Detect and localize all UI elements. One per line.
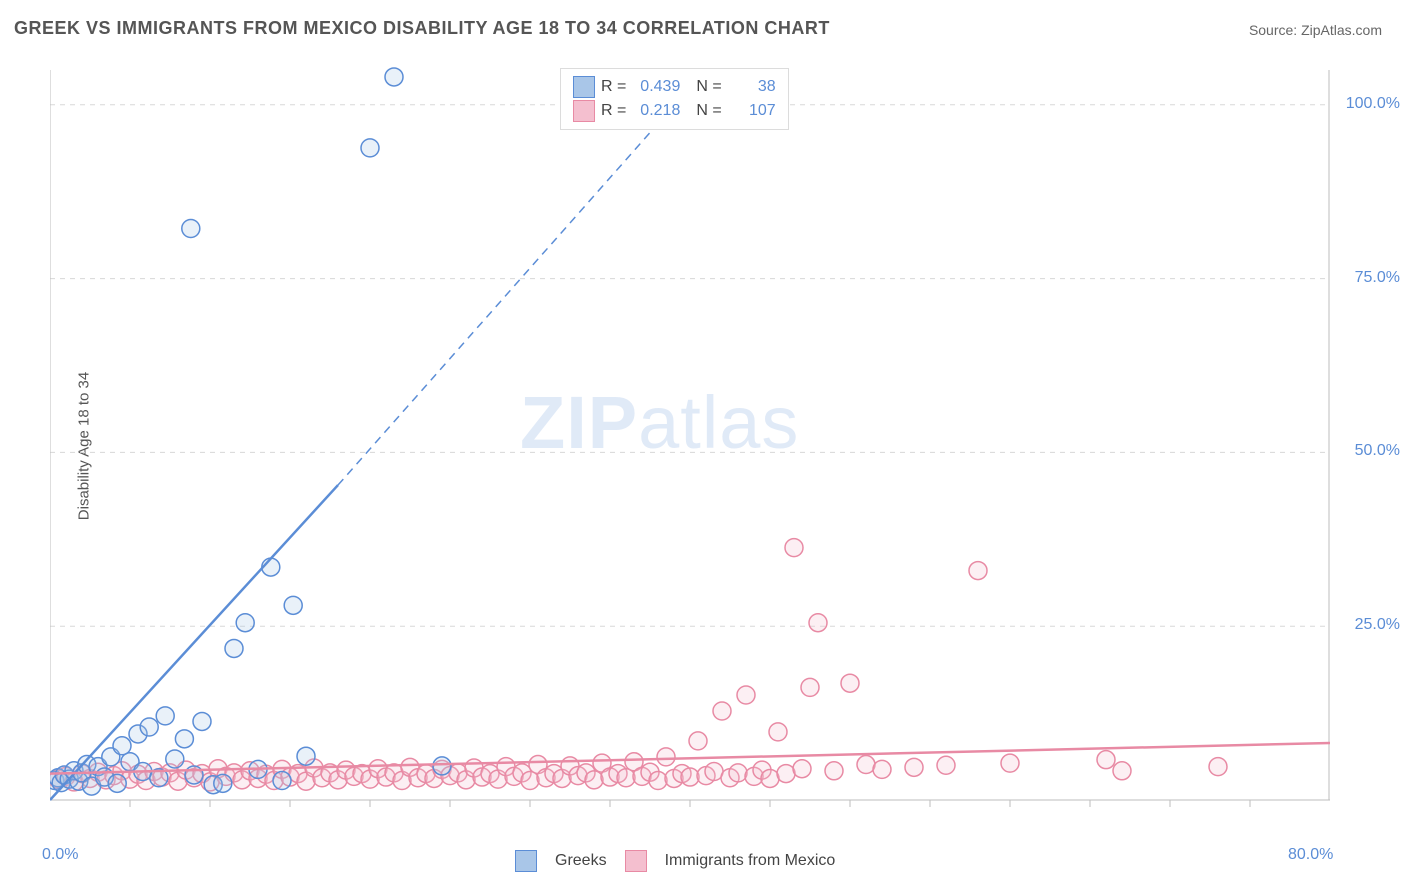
watermark: ZIPatlas — [520, 380, 799, 465]
legend-n-value: 38 — [728, 78, 776, 96]
legend-n-label: N = — [696, 102, 721, 120]
legend-series-label: Greeks — [555, 852, 607, 870]
legend-swatch — [573, 76, 595, 98]
legend-series-label: Immigrants from Mexico — [665, 852, 836, 870]
legend-row: R = 0.218 N = 107 — [573, 99, 776, 123]
legend-r-value: 0.218 — [632, 102, 680, 120]
legend-r-label: R = — [601, 78, 626, 96]
source-attribution: Source: ZipAtlas.com — [1249, 22, 1382, 38]
chart-title: GREEK VS IMMIGRANTS FROM MEXICO DISABILI… — [14, 18, 830, 39]
legend-n-value: 107 — [728, 102, 776, 120]
legend-swatch — [625, 850, 647, 872]
y-tick-label: 25.0% — [1355, 616, 1400, 634]
chart-root: GREEK VS IMMIGRANTS FROM MEXICO DISABILI… — [0, 0, 1406, 892]
y-tick-label: 50.0% — [1355, 442, 1400, 460]
legend-r-value: 0.439 — [632, 78, 680, 96]
legend-swatch — [515, 850, 537, 872]
legend-r-label: R = — [601, 102, 626, 120]
correlation-legend: R = 0.439 N = 38 R = 0.218 N = 107 — [560, 68, 789, 130]
y-tick-label: 100.0% — [1346, 95, 1400, 113]
y-tick-label: 75.0% — [1355, 269, 1400, 287]
x-axis-max-label: 80.0% — [1288, 846, 1333, 864]
watermark-bold: ZIP — [520, 381, 638, 464]
legend-n-label: N = — [696, 78, 721, 96]
series-legend: Greeks Immigrants from Mexico — [515, 850, 835, 872]
watermark-rest: atlas — [638, 381, 799, 464]
x-axis-min-label: 0.0% — [42, 846, 78, 864]
legend-swatch — [573, 100, 595, 122]
legend-row: R = 0.439 N = 38 — [573, 75, 776, 99]
